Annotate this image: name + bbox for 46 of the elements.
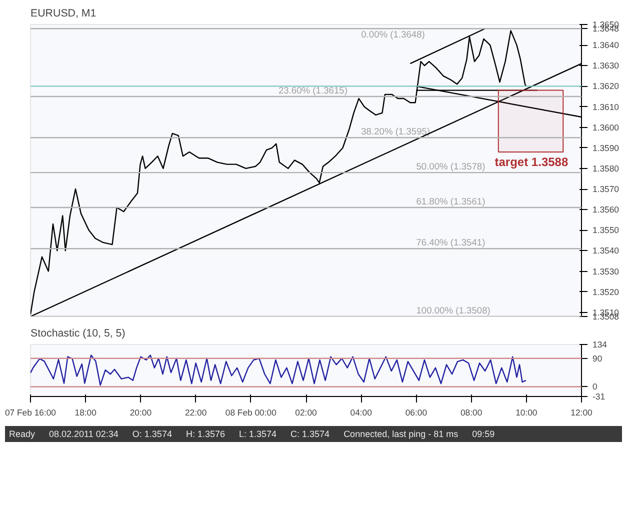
x-tick-label: 18:00 <box>74 408 97 418</box>
y-tick-label: 1.3560 <box>592 204 620 215</box>
text: H: 1.3576 <box>186 429 225 439</box>
x-tick-label: 22:00 <box>184 408 207 418</box>
x-tick-label: 20:00 <box>130 408 152 418</box>
x-tick-label: 12:00 <box>570 408 593 418</box>
chart-title: Stochastic (10, 5, 5) <box>30 328 126 340</box>
y-tick-label: 1.3550 <box>592 225 620 236</box>
y-tick-label: 1.3620 <box>592 81 620 92</box>
y-tick-label: 1.3630 <box>592 60 620 71</box>
ref-line-label: 38.20% (1.3595) <box>361 126 430 137</box>
ref-line-label: 100.00% (1.3508) <box>416 306 490 316</box>
y-tick-label: 1.3570 <box>592 184 620 194</box>
y-tick-label: 1.3640 <box>592 40 620 50</box>
y-tick-label: 1.3580 <box>592 163 620 174</box>
y-tick-label: -31 <box>592 392 606 402</box>
text: 08.02.2011 02:34 <box>49 429 118 439</box>
text: C: 1.3574 <box>290 429 330 439</box>
y-tick-label: 1.3540 <box>592 246 620 256</box>
ref-line-label: 23.60% (1.3615) <box>278 85 348 96</box>
ref-line-label: 0.00% (1.3648) <box>361 30 425 40</box>
y-tick-label: 1.3590 <box>592 142 620 153</box>
x-tick-label: 02:00 <box>295 408 318 418</box>
ref-line-label: 61.80% (1.3561) <box>416 196 486 207</box>
text: L: 1.3574 <box>238 429 277 439</box>
x-tick-label: 10:00 <box>516 408 538 418</box>
y-tick-label: 1.3600 <box>592 122 620 132</box>
y-tick-label: 1.3520 <box>592 286 620 297</box>
band-label: target 1.3588 <box>494 154 568 169</box>
y-tick-label: 1.3530 <box>592 266 620 276</box>
text: 09:59 <box>472 429 495 439</box>
x-tick-label: 08 Feb 00:00 <box>225 408 277 418</box>
text: Ready <box>9 429 36 439</box>
ref-line-label: 50.00% (1.3578) <box>416 162 486 172</box>
y-tick-label: 0 <box>592 382 598 392</box>
y-tick-label: 134 <box>592 340 608 350</box>
ref-line-label: 76.40% (1.3541) <box>416 238 486 248</box>
text: Connected, last ping - 81 ms <box>344 429 458 439</box>
x-tick-label: 07 Feb 16:00 <box>4 408 56 418</box>
text: O: 1.3574 <box>132 429 172 439</box>
chart-title: EURUSD, M1 <box>30 8 96 20</box>
y-tick-label: 90 <box>592 353 602 364</box>
x-tick-label: 06:00 <box>405 408 428 418</box>
x-tick-label: 08:00 <box>460 408 482 418</box>
x-tick-label: 04:00 <box>350 408 372 418</box>
y-tick-label: 1.3610 <box>592 102 620 112</box>
